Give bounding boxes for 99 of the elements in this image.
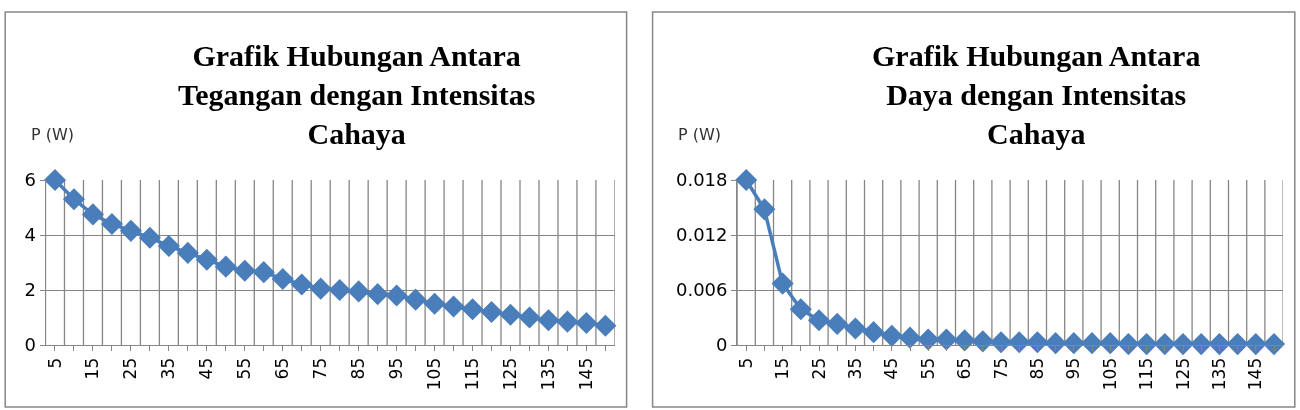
y-tick-label: 4 bbox=[24, 224, 36, 246]
point bbox=[138, 226, 161, 249]
x-tick-label: 45 bbox=[196, 357, 217, 380]
point bbox=[575, 311, 598, 335]
point bbox=[442, 295, 465, 318]
point bbox=[328, 278, 351, 302]
point bbox=[119, 219, 142, 242]
x-tick-label: 85 bbox=[348, 357, 369, 380]
point bbox=[917, 328, 940, 351]
point bbox=[1153, 333, 1176, 356]
x-tick-label: 95 bbox=[386, 357, 407, 380]
point bbox=[898, 326, 922, 349]
x-tick-label: 35 bbox=[158, 357, 179, 380]
x-tick-label: 25 bbox=[808, 357, 829, 380]
x-tick-label: 65 bbox=[954, 357, 975, 380]
point bbox=[771, 272, 794, 295]
y-tick-label: 0 bbox=[24, 334, 36, 356]
x-tick-label: 105 bbox=[424, 357, 445, 391]
x-tick-label: 85 bbox=[1026, 357, 1047, 380]
x-tick-label: 115 bbox=[462, 357, 483, 391]
x-tick-label: 55 bbox=[234, 357, 255, 380]
y-tick-label: 0.006 bbox=[675, 279, 728, 301]
point bbox=[195, 248, 218, 271]
point bbox=[1026, 331, 1049, 354]
x-tick-label: 145 bbox=[1245, 357, 1266, 391]
point bbox=[556, 310, 579, 333]
point bbox=[480, 300, 503, 324]
y-tick-label: 0 bbox=[716, 334, 728, 356]
point bbox=[1208, 333, 1231, 356]
point bbox=[518, 306, 541, 329]
point bbox=[1244, 333, 1267, 356]
point bbox=[844, 317, 867, 340]
point bbox=[594, 314, 617, 337]
point bbox=[1008, 331, 1031, 354]
point bbox=[1226, 333, 1249, 356]
point bbox=[880, 324, 903, 347]
point bbox=[43, 168, 67, 192]
x-tick-label: 35 bbox=[844, 357, 865, 380]
x-tick-label: 65 bbox=[272, 357, 293, 380]
y-axis-title: P (W) bbox=[678, 125, 722, 144]
point bbox=[753, 198, 776, 221]
point bbox=[1099, 332, 1122, 355]
x-tick-label: 135 bbox=[1208, 357, 1229, 391]
point bbox=[233, 259, 256, 282]
x-tick-label: 15 bbox=[772, 357, 793, 380]
point bbox=[789, 298, 812, 321]
chart-title: Grafik Hubungan Antara Daya dengan Intensitas Cahaya bbox=[872, 39, 1201, 150]
point bbox=[971, 330, 994, 353]
point bbox=[1117, 333, 1140, 356]
point bbox=[862, 321, 885, 344]
point bbox=[309, 277, 332, 300]
y-tick-label: 6 bbox=[24, 169, 36, 191]
point bbox=[62, 188, 86, 211]
y-axis-title: P (W) bbox=[31, 125, 75, 144]
x-tick-label: 105 bbox=[1099, 357, 1120, 391]
point bbox=[461, 298, 484, 321]
point bbox=[499, 303, 522, 326]
point bbox=[252, 261, 275, 284]
point bbox=[214, 255, 237, 278]
point bbox=[537, 309, 560, 332]
x-tick-label: 125 bbox=[1172, 357, 1193, 391]
point bbox=[157, 234, 180, 258]
point bbox=[826, 312, 849, 335]
x-tick-label: 75 bbox=[990, 357, 1011, 380]
x-tick-label: 95 bbox=[1063, 357, 1084, 380]
x-tick-label: 5 bbox=[735, 357, 756, 369]
point bbox=[176, 241, 199, 264]
point bbox=[423, 292, 446, 315]
x-tick-label: 5 bbox=[44, 357, 65, 369]
point bbox=[953, 329, 976, 352]
y-tick-label: 0.012 bbox=[675, 224, 728, 246]
x-tick-label: 145 bbox=[575, 357, 596, 391]
point bbox=[935, 328, 958, 351]
x-tick-label: 115 bbox=[1136, 357, 1157, 391]
point bbox=[366, 283, 389, 306]
x-tick-label: 135 bbox=[537, 357, 558, 391]
point bbox=[1062, 332, 1085, 355]
x-tick-label: 125 bbox=[500, 357, 521, 391]
point bbox=[290, 273, 313, 296]
chart-title: Grafik Hubungan Antara Tegangan dengan Intensitas Cahaya bbox=[178, 39, 536, 150]
point bbox=[1262, 333, 1286, 356]
point bbox=[100, 212, 123, 236]
y-tick-label: 2 bbox=[24, 279, 36, 301]
point bbox=[347, 280, 370, 303]
point bbox=[1190, 333, 1213, 356]
x-tick-label: 75 bbox=[310, 357, 331, 380]
x-tick-label: 55 bbox=[917, 357, 938, 380]
y-tick-label: 0.018 bbox=[675, 169, 728, 191]
point bbox=[1135, 333, 1158, 356]
point bbox=[735, 168, 758, 192]
point bbox=[404, 288, 427, 311]
point bbox=[1044, 332, 1067, 355]
x-tick-label: 15 bbox=[82, 357, 103, 380]
point bbox=[807, 309, 831, 332]
x-tick-label: 25 bbox=[120, 357, 141, 380]
x-tick-label: 45 bbox=[881, 357, 902, 380]
point bbox=[385, 284, 408, 307]
point bbox=[81, 203, 104, 226]
point bbox=[271, 267, 294, 291]
